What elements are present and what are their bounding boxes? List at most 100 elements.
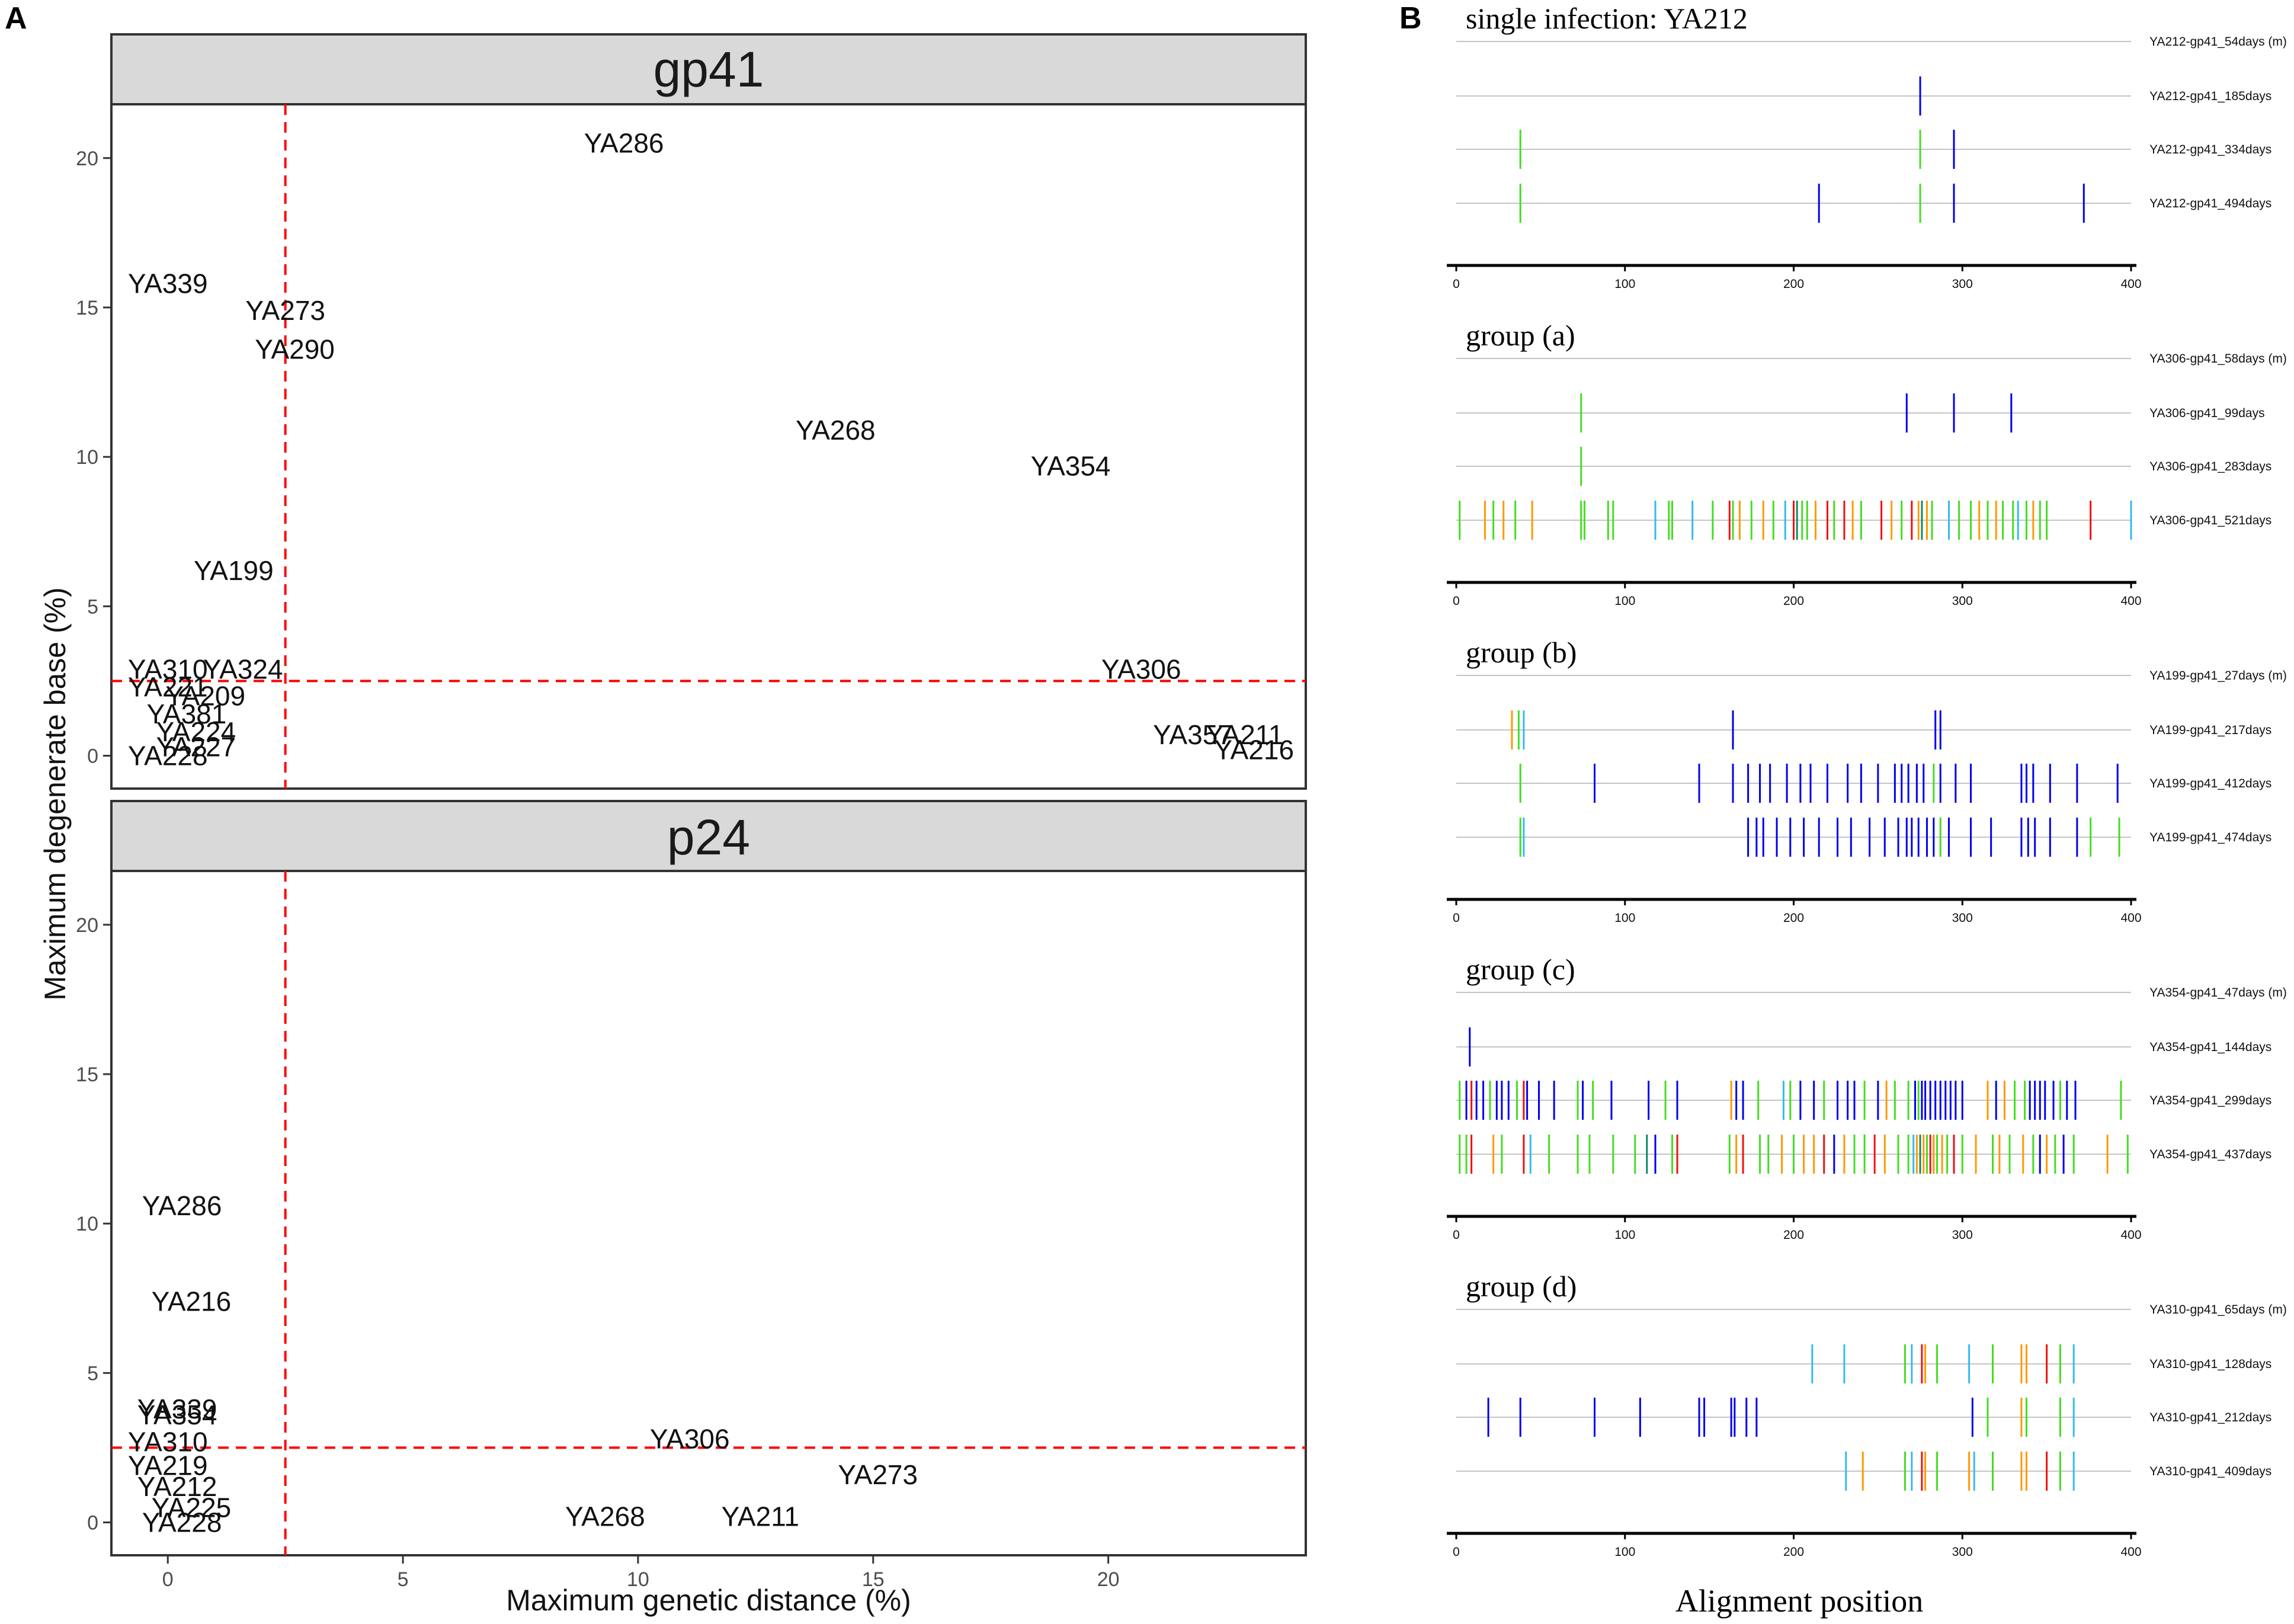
y-tick-label: 15	[76, 297, 98, 319]
y-tick-label: 15	[76, 1064, 98, 1086]
point-label-p24-YA212: YA212	[137, 1471, 217, 1502]
point-label-gp41-YA381: YA381	[147, 699, 227, 729]
y-axis-title: Maximum degenerate base (%)	[39, 587, 72, 1001]
point-label-gp41-YA324: YA324	[203, 654, 283, 684]
sequence-label: YA212-gp41_54days (m)	[2149, 35, 2287, 49]
group-title: group (a)	[1466, 319, 1575, 352]
highlighter-group-1: single infection: YA212 YA212-gp41_54days…	[1447, 2, 2287, 291]
point-label-p24-YA339: YA339	[137, 1394, 217, 1424]
sequence-label: YA306-gp41_283days	[2149, 460, 2271, 473]
group-title: group (c)	[1466, 953, 1575, 986]
group-title: group (b)	[1466, 636, 1577, 669]
sequence-label: YA354-gp41_47days (m)	[2149, 986, 2287, 1000]
y-tick-label: 5	[87, 1362, 98, 1385]
alignment-tick-label: 400	[2120, 1228, 2141, 1242]
sequence-label: YA199-gp41_412days	[2149, 777, 2271, 790]
facet-strip-gp41	[110, 33, 1307, 105]
point-label-gp41-YA339: YA339	[128, 268, 208, 299]
point-label-p24-YA310: YA310	[128, 1426, 208, 1457]
point-label-p24-YA268: YA268	[565, 1501, 645, 1532]
point-label-gp41-YA209: YA209	[165, 681, 245, 712]
point-label-gp41-YA286: YA286	[584, 128, 664, 159]
alignment-tick-label: 100	[1614, 1545, 1635, 1559]
alignment-tick-label: 200	[1783, 594, 1804, 608]
point-label-gp41-YA227: YA227	[156, 731, 236, 762]
point-label-gp41-YA211: YA211	[1206, 719, 1283, 750]
y-tick-label: 5	[87, 595, 98, 618]
sequence-label: YA199-gp41_27days (m)	[2149, 669, 2287, 683]
facet-strip-p24	[110, 800, 1307, 872]
y-tick-label: 0	[87, 745, 98, 768]
sequence-label: YA310-gp41_409days	[2149, 1465, 2271, 1478]
sequence-label: YA306-gp41_58days (m)	[2149, 352, 2287, 366]
highlighter-group-3: group (b) YA199-gp41_27days (m) YA199-gp41…	[1447, 636, 2287, 925]
facet-gp41: gp41 YA286 YA339 YA273 YA290 YA268 YA354 YA199…	[76, 33, 1307, 790]
panel-b-highlighter: single infection: YA212 YA212-gp41_54days…	[1447, 2, 2287, 1559]
alignment-tick-label: 0	[1453, 277, 1460, 291]
alignment-tick-label: 300	[1952, 1545, 1973, 1559]
point-label-p24-YA219: YA219	[128, 1450, 208, 1481]
alignment-tick-label: 100	[1614, 277, 1635, 291]
x-tick-label: 10	[627, 1568, 649, 1591]
panel-b-letter: B	[1399, 1, 1422, 36]
y-tick-label: 10	[76, 446, 98, 469]
alignment-tick-label: 200	[1783, 277, 1804, 291]
sequence-label: YA306-gp41_521days	[2149, 514, 2271, 527]
point-label-gp41-YA354: YA354	[1031, 450, 1111, 481]
sequence-label: YA306-gp41_99days	[2149, 406, 2265, 420]
alignment-tick-label: 200	[1783, 1228, 1804, 1242]
alignment-tick-label: 0	[1453, 594, 1460, 608]
alignment-tick-label: 100	[1614, 594, 1635, 608]
y-tick-label: 20	[76, 148, 98, 170]
y-tick-label: 0	[87, 1512, 98, 1535]
highlighter-group-5: group (d) YA310-gp41_65days (m) YA310-gp41…	[1447, 1270, 2287, 1559]
alignment-tick-label: 400	[2120, 277, 2141, 291]
x-tick-label: 15	[862, 1568, 885, 1591]
facet-plot-area-gp41	[110, 103, 1307, 790]
x-tick-label: 5	[398, 1568, 409, 1591]
sequence-label: YA354-gp41_437days	[2149, 1148, 2271, 1161]
point-label-p24-YA216: YA216	[152, 1286, 232, 1317]
sequence-label: YA354-gp41_299days	[2149, 1094, 2271, 1107]
facet-title-gp41: gp41	[653, 41, 764, 97]
point-label-gp41-YA273: YA273	[245, 295, 325, 326]
facet-plot-area-p24	[110, 870, 1307, 1556]
sequence-label: YA199-gp41_217days	[2149, 723, 2271, 737]
panel-a-letter: A	[5, 1, 27, 36]
highlighter-group-4: group (c) YA354-gp41_47days (m) YA354-gp41…	[1447, 953, 2287, 1242]
alignment-tick-label: 0	[1453, 1545, 1460, 1559]
alignment-tick-label: 100	[1614, 911, 1635, 925]
panel-a-scatter: gp41 YA286 YA339 YA273 YA290 YA268 YA354 YA199…	[39, 33, 1307, 1617]
point-label-gp41-YA224: YA224	[156, 716, 236, 747]
facet-title-p24: p24	[667, 809, 750, 865]
y-tick-label: 20	[76, 914, 98, 937]
point-label-gp41-YA357: YA357	[1153, 719, 1233, 750]
alignment-tick-label: 400	[2120, 911, 2141, 925]
sequence-label: YA199-gp41_474days	[2149, 831, 2271, 844]
point-label-gp41-YA290: YA290	[255, 334, 335, 365]
point-label-p24-YA286: YA286	[142, 1190, 222, 1221]
alignment-tick-label: 300	[1952, 594, 1973, 608]
sequence-label: YA212-gp41_185days	[2149, 89, 2271, 103]
x-axis-title: Maximum genetic distance (%)	[506, 1584, 911, 1617]
alignment-tick-label: 300	[1952, 1228, 1973, 1242]
point-label-gp41-YA268: YA268	[796, 415, 876, 446]
point-label-gp41-YA199: YA199	[194, 555, 274, 586]
alignment-tick-label: 200	[1783, 1545, 1804, 1559]
alignment-tick-label: 300	[1952, 911, 1973, 925]
group-title: group (d)	[1466, 1270, 1577, 1303]
point-label-gp41-YA221: YA221	[128, 672, 208, 703]
point-label-gp41-YA216: YA216	[1214, 734, 1294, 765]
sequence-label: YA212-gp41_334days	[2149, 143, 2271, 156]
point-label-gp41-YA228: YA228	[128, 741, 208, 771]
point-label-p24-YA273: YA273	[838, 1459, 918, 1490]
alignment-tick-label: 300	[1952, 277, 1973, 291]
alignment-tick-label: 0	[1453, 911, 1460, 925]
point-label-p24-YA211: YA211	[722, 1501, 799, 1532]
alignment-tick-label: 400	[2120, 1545, 2141, 1559]
point-label-gp41-YA310: YA310	[128, 654, 208, 684]
alignment-tick-label: 200	[1783, 911, 1804, 925]
alignment-tick-label: 0	[1453, 1228, 1460, 1242]
